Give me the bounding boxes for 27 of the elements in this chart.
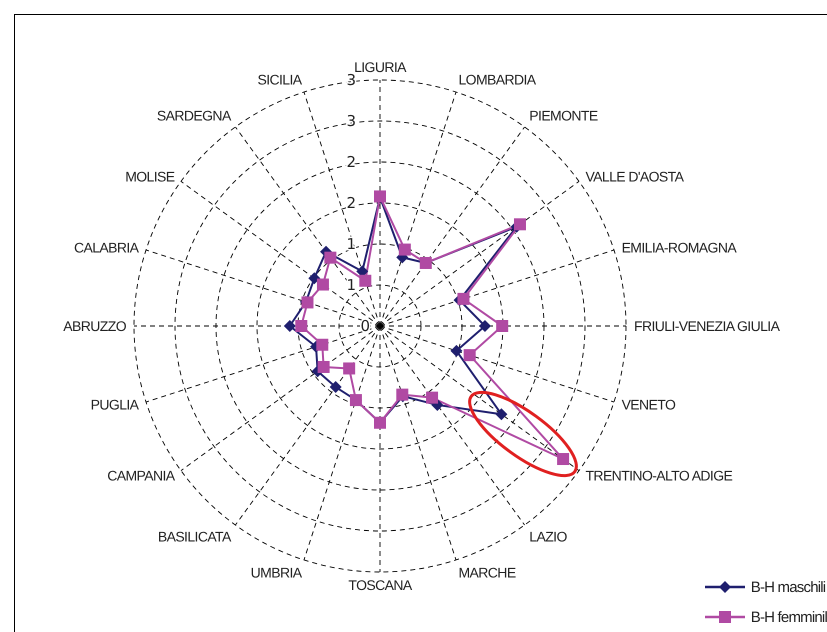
legend-label: B-H maschili xyxy=(750,578,826,596)
spoke-label: TRENTINO-ALTO ADIGE xyxy=(585,467,733,484)
y-tick-label: 1 xyxy=(346,276,356,294)
y-tick-label: 2 xyxy=(346,153,356,171)
spoke-label: SARDEGNA xyxy=(156,108,232,124)
spoke-label: TOSCANA xyxy=(348,576,413,593)
spoke-label: FRIULI-VENEZIA GIULIA xyxy=(634,318,781,334)
spoke-label: PIEMONTE xyxy=(529,108,598,124)
spoke-label: UMBRIA xyxy=(250,564,303,581)
spoke-label: PUGLIA xyxy=(90,396,140,412)
spoke-label: LIGURIA xyxy=(354,59,408,75)
spoke-label: LOMBARDIA xyxy=(458,71,537,88)
spoke-label: ABRUZZO xyxy=(63,318,127,334)
spoke-label: SICILIA xyxy=(257,71,303,88)
spoke-label: BASILICATA xyxy=(158,528,232,544)
y-tick-label: 1 xyxy=(346,235,356,253)
spoke-label: MOLISE xyxy=(125,168,175,185)
legend-label: B-H femminil xyxy=(750,608,827,626)
y-tick-label: 3 xyxy=(346,71,356,89)
spoke-label: EMILIA-ROMAGNA xyxy=(622,239,738,256)
spoke-label: CALABRIA xyxy=(74,239,140,256)
spoke-label: CAMPANIA xyxy=(107,467,176,484)
spoke-label: LAZIO xyxy=(529,528,568,544)
spoke-label: VENETO xyxy=(622,396,676,412)
spoke-label: VALLE D'AOSTA xyxy=(585,168,685,185)
spoke-label: MARCHE xyxy=(458,564,516,581)
y-tick-label: 0 xyxy=(360,317,370,335)
